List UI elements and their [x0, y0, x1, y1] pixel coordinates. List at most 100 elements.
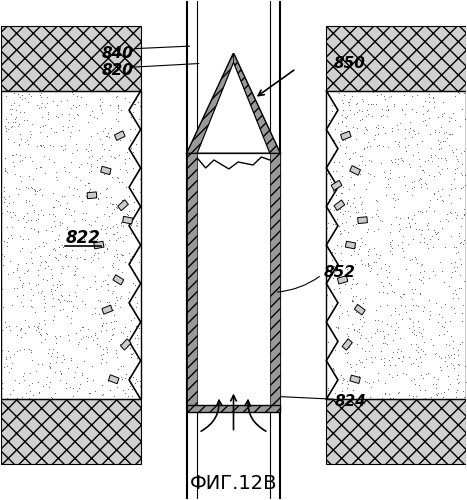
Point — [134, 334, 142, 342]
Point — [35, 280, 42, 288]
Point — [387, 156, 394, 164]
Point — [373, 206, 381, 214]
Point — [426, 196, 433, 203]
Point — [403, 370, 410, 378]
Point — [40, 144, 47, 152]
Point — [408, 360, 415, 368]
Point — [133, 378, 141, 386]
Point — [402, 142, 409, 150]
Point — [438, 313, 446, 321]
Point — [6, 106, 13, 114]
Point — [404, 240, 412, 248]
Point — [122, 183, 129, 191]
Point — [97, 100, 104, 108]
Point — [89, 336, 97, 344]
Point — [386, 247, 394, 255]
Point — [132, 126, 139, 134]
Point — [28, 356, 35, 364]
Point — [71, 262, 79, 270]
Point — [16, 172, 24, 180]
Point — [106, 168, 114, 176]
Point — [91, 330, 99, 338]
Point — [42, 258, 50, 266]
Point — [352, 308, 360, 316]
Point — [50, 218, 57, 226]
Point — [412, 256, 420, 264]
Point — [93, 334, 101, 342]
Point — [353, 100, 361, 108]
Polygon shape — [342, 338, 353, 350]
Point — [380, 334, 388, 342]
Point — [386, 228, 393, 236]
Point — [430, 103, 437, 111]
Point — [371, 130, 378, 138]
Point — [343, 348, 350, 356]
Point — [16, 276, 24, 284]
Point — [51, 312, 58, 320]
Point — [87, 166, 94, 174]
Point — [443, 210, 451, 218]
Point — [414, 348, 422, 356]
Point — [407, 314, 414, 322]
Point — [23, 267, 30, 275]
Point — [0, 210, 6, 218]
Point — [34, 323, 41, 331]
Point — [400, 91, 407, 99]
Point — [38, 324, 45, 332]
Point — [82, 100, 90, 108]
Point — [47, 358, 54, 366]
Point — [443, 215, 450, 223]
Point — [125, 294, 132, 302]
Point — [51, 246, 59, 254]
Point — [360, 299, 367, 307]
Text: 840: 840 — [102, 46, 134, 61]
Point — [397, 346, 405, 354]
Point — [34, 378, 42, 386]
Point — [32, 244, 39, 252]
Point — [118, 343, 126, 351]
Point — [68, 314, 75, 322]
Point — [37, 206, 45, 214]
Point — [345, 196, 352, 204]
Point — [402, 308, 410, 316]
Point — [410, 375, 417, 383]
Point — [20, 370, 28, 378]
Point — [38, 360, 45, 368]
Point — [110, 230, 117, 238]
Point — [364, 138, 371, 145]
Point — [376, 327, 384, 335]
Point — [120, 329, 127, 337]
Point — [355, 356, 363, 364]
Point — [58, 97, 65, 105]
Point — [436, 170, 444, 177]
Point — [328, 100, 335, 108]
Point — [446, 191, 453, 199]
Point — [460, 236, 467, 244]
Point — [387, 282, 395, 290]
Point — [61, 210, 69, 218]
Point — [341, 264, 348, 272]
Point — [1, 318, 8, 326]
Point — [442, 128, 449, 136]
Point — [447, 332, 455, 340]
Point — [350, 246, 357, 254]
Point — [36, 185, 44, 193]
Point — [408, 328, 416, 336]
Point — [349, 221, 357, 229]
Point — [13, 284, 21, 292]
Point — [341, 149, 348, 157]
Point — [409, 318, 417, 326]
Point — [400, 252, 407, 260]
Point — [333, 242, 340, 250]
Point — [73, 110, 80, 118]
Point — [418, 332, 426, 340]
Point — [431, 151, 439, 159]
Point — [16, 92, 23, 100]
Point — [395, 354, 402, 362]
Point — [380, 92, 388, 100]
Point — [356, 152, 364, 160]
Point — [106, 224, 113, 232]
Point — [48, 223, 55, 231]
Point — [414, 317, 421, 325]
Text: 852: 852 — [324, 265, 356, 280]
